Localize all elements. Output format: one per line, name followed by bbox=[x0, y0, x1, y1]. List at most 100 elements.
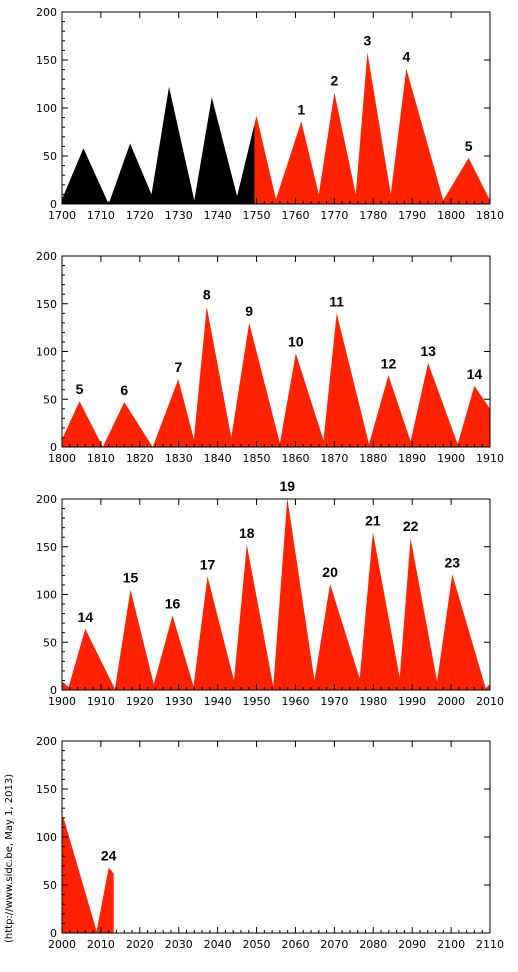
y-tick-label: 100 bbox=[36, 102, 57, 115]
x-tick-label: 1950 bbox=[243, 695, 271, 708]
x-tick-label: 1780 bbox=[359, 209, 387, 222]
cycle-label: 17 bbox=[200, 556, 216, 572]
cycle-label: 5 bbox=[76, 381, 84, 397]
x-tick-label: 1760 bbox=[281, 209, 309, 222]
x-tick-label: 2000 bbox=[437, 695, 465, 708]
x-tick-label: 2100 bbox=[437, 938, 465, 951]
area-series bbox=[62, 498, 490, 690]
cycle-label: 4 bbox=[402, 49, 410, 65]
cycle-label: 21 bbox=[365, 512, 381, 528]
cycle-label: 23 bbox=[444, 554, 460, 570]
cycle-label: 13 bbox=[420, 343, 436, 359]
y-tick-label: 150 bbox=[36, 298, 57, 311]
cycle-label: 7 bbox=[174, 359, 182, 375]
x-tick-label: 2050 bbox=[243, 938, 271, 951]
x-tick-label: 1870 bbox=[320, 452, 348, 465]
cycle-label: 8 bbox=[203, 287, 211, 303]
cycle-label: 20 bbox=[322, 564, 338, 580]
x-tick-label: 1770 bbox=[320, 209, 348, 222]
x-tick-label: 2030 bbox=[165, 938, 193, 951]
x-tick-label: 1930 bbox=[165, 695, 193, 708]
y-tick-label: 150 bbox=[36, 541, 57, 554]
cycle-label: 22 bbox=[403, 518, 419, 534]
x-tick-label: 2090 bbox=[398, 938, 426, 951]
cycle-label: 9 bbox=[245, 303, 253, 319]
area-series-post-1749 bbox=[254, 52, 490, 204]
y-tick-label: 0 bbox=[50, 441, 57, 454]
x-tick-label: 1850 bbox=[243, 452, 271, 465]
y-tick-label: 200 bbox=[36, 6, 57, 19]
x-tick-label: 1960 bbox=[281, 695, 309, 708]
area-series bbox=[62, 306, 490, 447]
cycle-label: 5 bbox=[465, 138, 473, 154]
y-tick-label: 0 bbox=[50, 198, 57, 211]
x-tick-label: 1940 bbox=[204, 695, 232, 708]
y-tick-label: 200 bbox=[36, 250, 57, 263]
x-tick-label: 1800 bbox=[437, 209, 465, 222]
y-tick-label: 100 bbox=[36, 831, 57, 844]
x-tick-label: 1740 bbox=[204, 209, 232, 222]
x-tick-label: 2040 bbox=[204, 938, 232, 951]
cycle-label: 3 bbox=[364, 32, 372, 48]
area-series bbox=[62, 816, 114, 933]
chart-panel-4: 2000 2010 2020 2030 2040 2050 2060 2070 2080 2090… bbox=[36, 735, 504, 951]
x-tick-label: 1810 bbox=[476, 209, 504, 222]
x-tick-label: 2110 bbox=[476, 938, 504, 951]
cycle-label: 14 bbox=[78, 609, 94, 625]
x-tick-label: 1920 bbox=[126, 695, 154, 708]
cycle-label: 18 bbox=[239, 525, 255, 541]
y-tick-label: 50 bbox=[43, 393, 57, 406]
y-tick-label: 0 bbox=[50, 927, 57, 940]
x-tick-label: 1980 bbox=[359, 695, 387, 708]
x-tick-label: 1800 bbox=[48, 452, 76, 465]
y-tick-label: 100 bbox=[36, 589, 57, 602]
cycle-label: 6 bbox=[120, 382, 128, 398]
cycle-label: 16 bbox=[165, 596, 181, 612]
x-tick-label: 1840 bbox=[204, 452, 232, 465]
chart-panel-2: 1800 1810 1820 1830 1840 1850 1860 1870 1880 1890… bbox=[36, 250, 504, 465]
x-tick-label: 1720 bbox=[126, 209, 154, 222]
cycle-label: 14 bbox=[467, 366, 483, 382]
x-tick-label: 1860 bbox=[281, 452, 309, 465]
cycle-label: 2 bbox=[330, 73, 338, 89]
credit-text: (http://www.sidc.be, May 1, 2013) bbox=[4, 774, 15, 943]
cycle-label: 10 bbox=[288, 333, 304, 349]
chart-panel-3: 1900 1910 1920 1930 1940 1950 1960 1970 1980 1990… bbox=[36, 478, 504, 708]
x-tick-label: 2000 bbox=[48, 938, 76, 951]
x-tick-label: 1910 bbox=[476, 452, 504, 465]
x-tick-label: 1710 bbox=[87, 209, 115, 222]
x-tick-label: 1790 bbox=[398, 209, 426, 222]
x-tick-label: 2060 bbox=[281, 938, 309, 951]
cycle-label: 12 bbox=[381, 355, 397, 371]
y-tick-label: 0 bbox=[50, 684, 57, 697]
cycle-label: 15 bbox=[123, 570, 139, 586]
x-tick-label: 1700 bbox=[48, 209, 76, 222]
x-tick-label: 2010 bbox=[87, 938, 115, 951]
chart-panel-1: 1700 1710 1720 1730 1740 1750 1760 1770 1780 1790… bbox=[36, 6, 504, 222]
y-tick-label: 200 bbox=[36, 735, 57, 748]
y-tick-label: 50 bbox=[43, 636, 57, 649]
x-tick-label: 2020 bbox=[126, 938, 154, 951]
chart-panels: 1700 1710 1720 1730 1740 1750 1760 1770 1780 1790… bbox=[36, 6, 504, 951]
y-tick-label: 50 bbox=[43, 150, 57, 163]
area-series-pre-1749 bbox=[62, 86, 255, 204]
x-tick-label: 2010 bbox=[476, 695, 504, 708]
x-tick-label: 1970 bbox=[320, 695, 348, 708]
x-tick-label: 2080 bbox=[359, 938, 387, 951]
x-tick-label: 1900 bbox=[437, 452, 465, 465]
x-tick-label: 1990 bbox=[398, 695, 426, 708]
x-tick-label: 1730 bbox=[165, 209, 193, 222]
x-tick-label: 2070 bbox=[320, 938, 348, 951]
x-tick-label: 1900 bbox=[48, 695, 76, 708]
cycle-label: 19 bbox=[279, 478, 295, 494]
y-tick-label: 150 bbox=[36, 54, 57, 67]
x-tick-label: 1880 bbox=[359, 452, 387, 465]
cycle-label: 11 bbox=[329, 293, 344, 309]
y-tick-label: 150 bbox=[36, 783, 57, 796]
x-tick-label: 1910 bbox=[87, 695, 115, 708]
x-tick-label: 1830 bbox=[165, 452, 193, 465]
cycle-label: 1 bbox=[297, 101, 305, 117]
y-tick-label: 100 bbox=[36, 346, 57, 359]
y-tick-label: 200 bbox=[36, 493, 57, 506]
